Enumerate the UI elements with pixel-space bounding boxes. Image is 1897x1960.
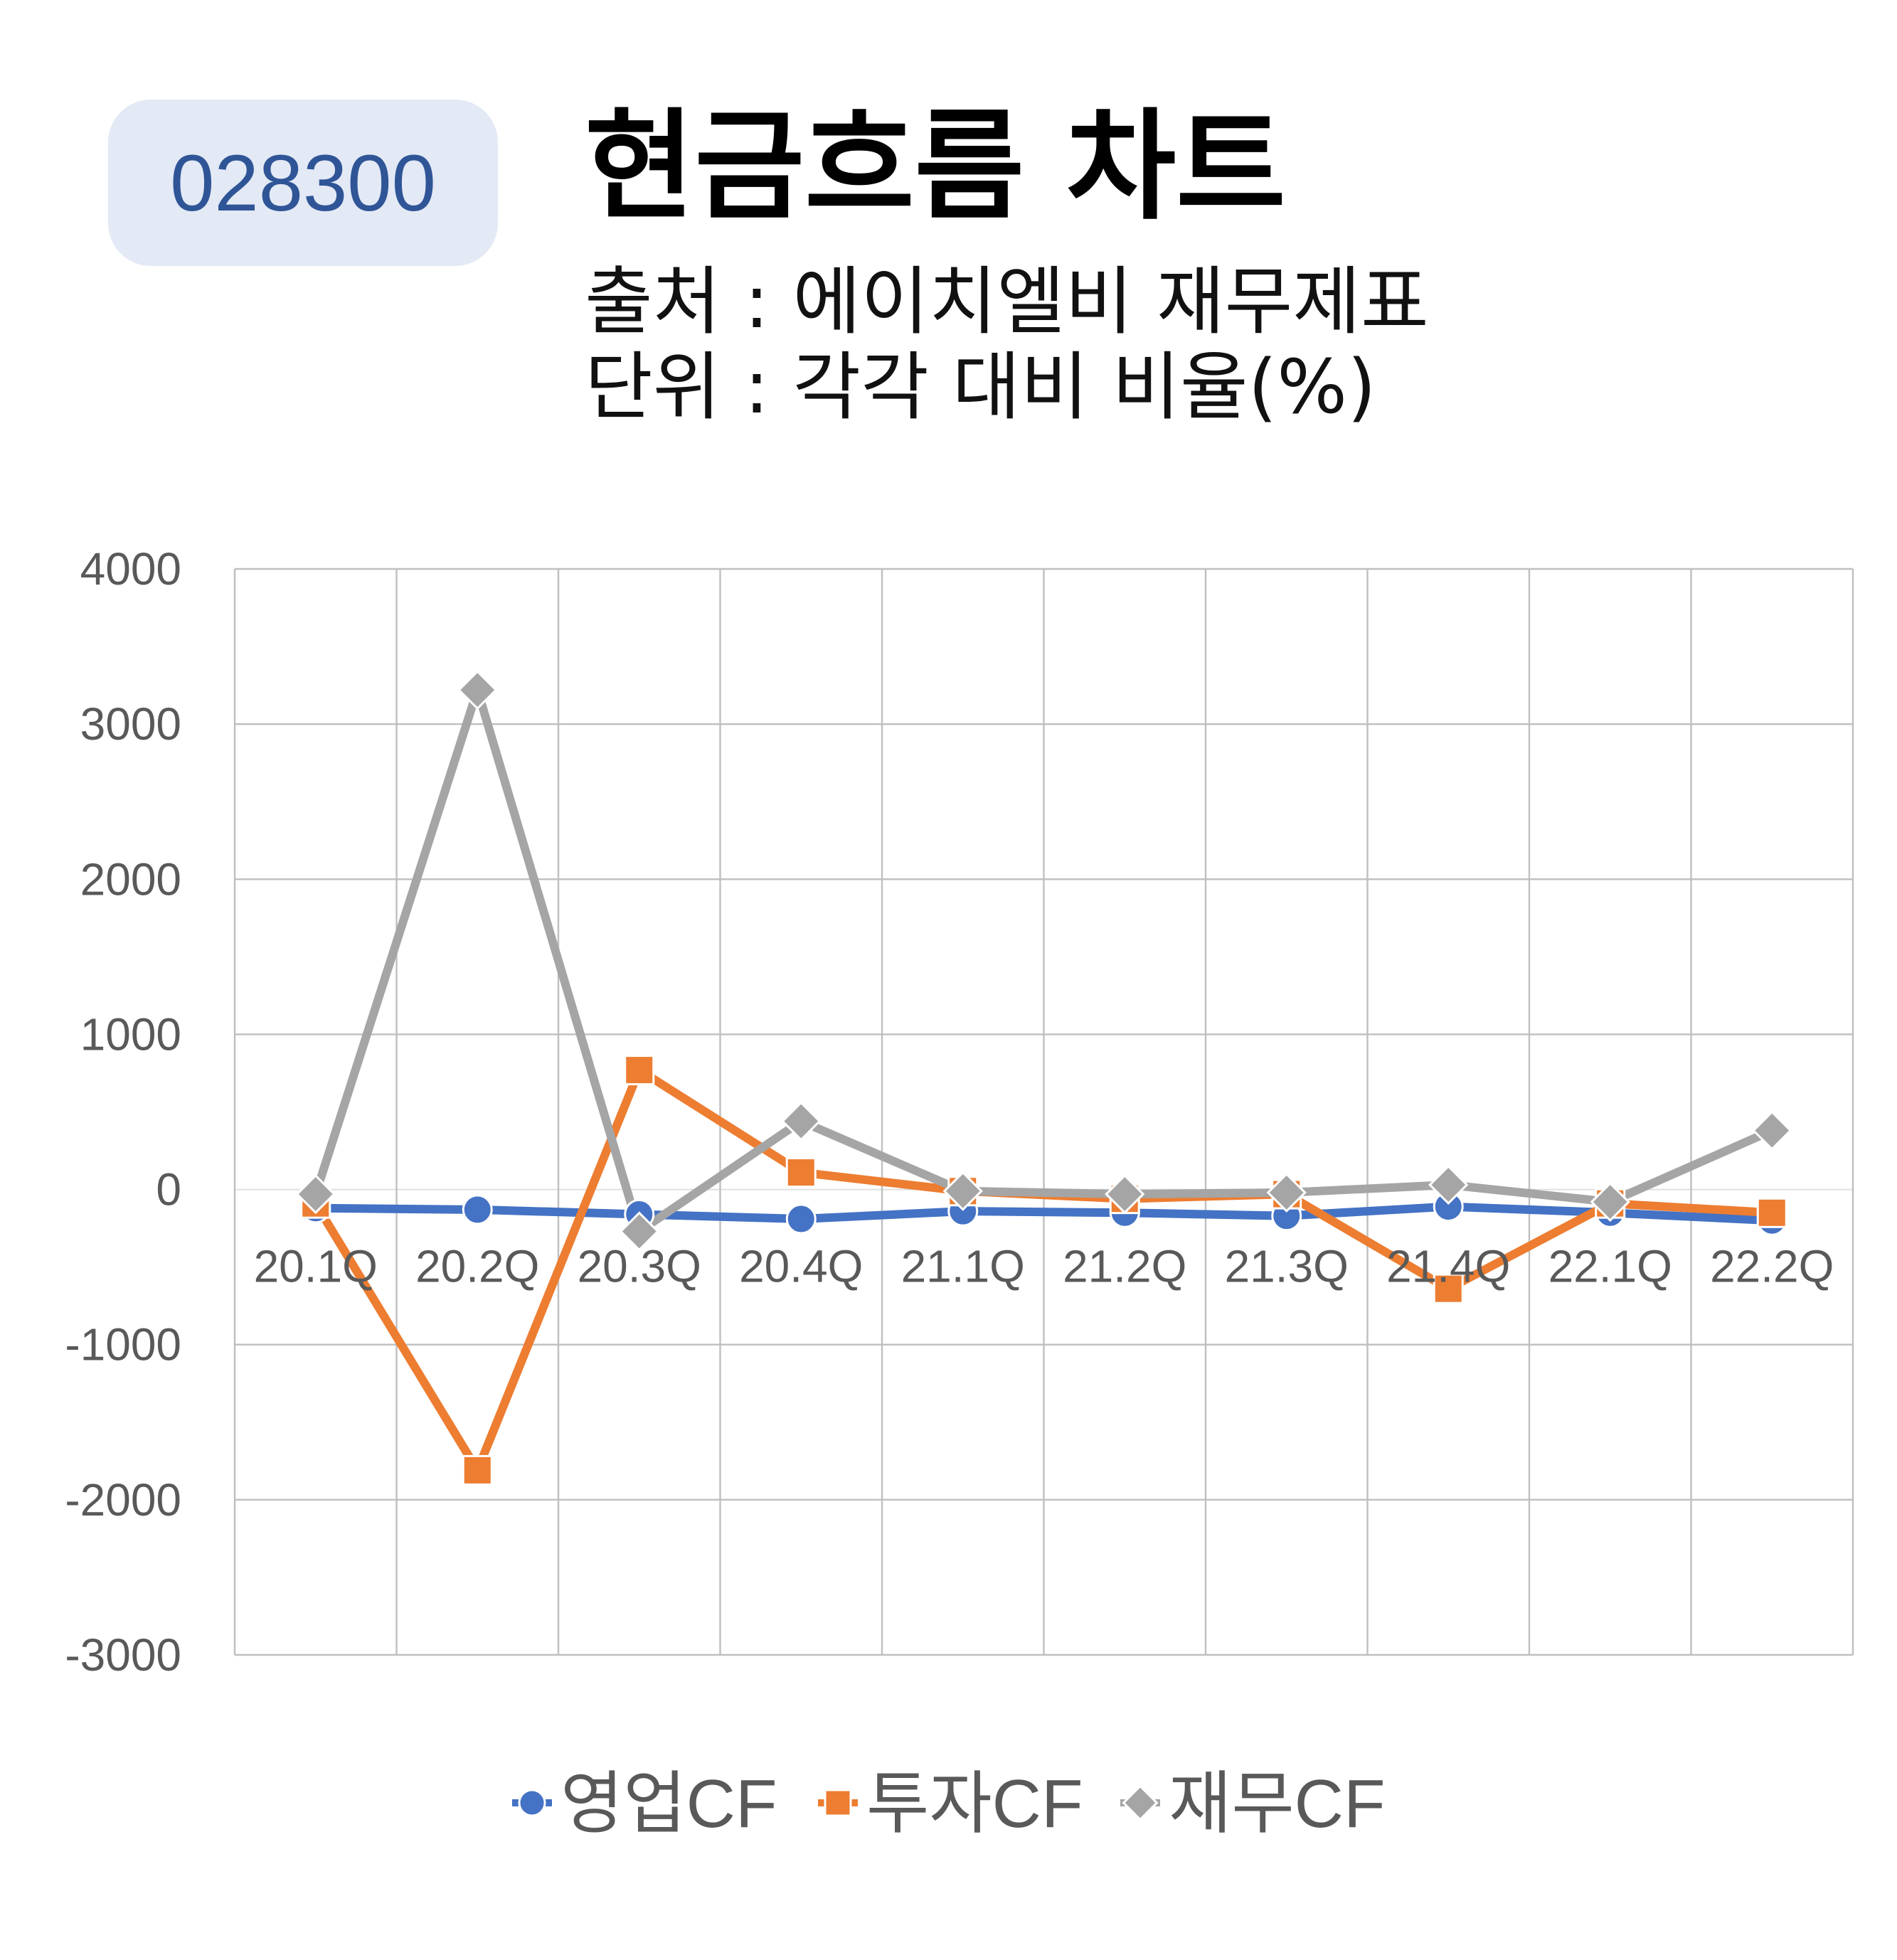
data-point-재무CF-21.4Q xyxy=(1428,1164,1469,1205)
data-point-투자CF-20.3Q xyxy=(624,1055,655,1086)
data-point-재무CF-22.1Q xyxy=(1590,1181,1630,1223)
series-line-영업CF xyxy=(311,1202,1777,1225)
data-point-재무CF-20.3Q xyxy=(619,1211,659,1252)
x-tick-label: 20.3Q xyxy=(578,1241,701,1292)
data-point-영업CF-20.4Q xyxy=(785,1203,817,1235)
data-point-재무CF-20.1Q xyxy=(295,1173,336,1215)
source-line: 출처 : 에이치엘비 재무제표 xyxy=(585,258,1429,345)
data-point-재무CF-21.3Q xyxy=(1266,1172,1307,1213)
data-point-재무CF-22.2Q xyxy=(1752,1110,1792,1151)
grid-layer xyxy=(233,568,1854,1656)
legend-marker xyxy=(1122,1784,1159,1821)
data-point-투자CF-20.4Q xyxy=(785,1157,817,1188)
data-point-투자CF-22.2Q xyxy=(1756,1197,1787,1228)
data-point-재무CF-21.1Q xyxy=(942,1171,983,1211)
x-tick-label: 21.1Q xyxy=(901,1241,1025,1292)
series-layer xyxy=(295,670,1792,1486)
legend-label: 영업CF xyxy=(560,1766,777,1842)
y-tick-label: 3000 xyxy=(80,698,181,750)
x-tick-label: 21.4Q xyxy=(1386,1241,1510,1292)
page-title: 현금흐름 차트 xyxy=(585,97,1286,236)
x-axis-ticks: 20.1Q 20.2Q 20.3Q 20.4Q 21.1Q 21.2Q 21.3Q 21.4Q… xyxy=(254,1241,1834,1292)
y-axis-ticks: 4000 3000 2000 1000 0 -1000 -2000 -3000 xyxy=(65,543,181,1681)
y-tick-label: -1000 xyxy=(65,1319,181,1370)
x-tick-label: 20.4Q xyxy=(739,1241,863,1292)
data-point-투자CF-20.2Q xyxy=(462,1454,493,1486)
x-tick-label: 21.2Q xyxy=(1063,1241,1186,1292)
series-line-재무CF xyxy=(311,686,1777,1236)
x-tick-label: 20.1Q xyxy=(254,1241,378,1292)
y-tick-label: -3000 xyxy=(65,1629,181,1681)
data-point-영업CF-20.2Q xyxy=(462,1194,493,1225)
legend-item-투자CF: 투자CF xyxy=(818,1766,1083,1842)
legend-marker xyxy=(824,1789,852,1817)
y-tick-label: 1000 xyxy=(80,1008,181,1060)
x-tick-label: 22.2Q xyxy=(1710,1241,1834,1292)
x-tick-label: 20.2Q xyxy=(415,1241,539,1292)
y-tick-label: 0 xyxy=(156,1164,181,1215)
unit-line: 단위 : 각각 대비 비율(%) xyxy=(585,343,1376,430)
data-point-재무CF-20.4Q xyxy=(781,1101,822,1141)
ticker-badge: 028300 xyxy=(108,100,498,266)
y-tick-label: -2000 xyxy=(65,1474,181,1525)
y-tick-label: 4000 xyxy=(80,543,181,595)
legend: 영업CF 투자CF 재무CF xyxy=(512,1766,1386,1842)
data-point-투자CF-21.4Q xyxy=(1433,1273,1464,1304)
ticker-code: 028300 xyxy=(170,138,436,228)
y-tick-label: 2000 xyxy=(80,853,181,905)
data-point-재무CF-21.2Q xyxy=(1105,1173,1145,1215)
legend-label: 투자CF xyxy=(866,1766,1083,1842)
legend-item-재무CF: 재무CF xyxy=(1120,1766,1386,1842)
x-tick-label: 22.1Q xyxy=(1548,1241,1672,1292)
legend-marker xyxy=(518,1789,546,1817)
legend-item-영업CF: 영업CF xyxy=(512,1766,777,1842)
data-point-재무CF-20.2Q xyxy=(457,670,498,710)
legend-label: 재무CF xyxy=(1169,1766,1386,1842)
x-tick-label: 21.3Q xyxy=(1225,1241,1349,1292)
